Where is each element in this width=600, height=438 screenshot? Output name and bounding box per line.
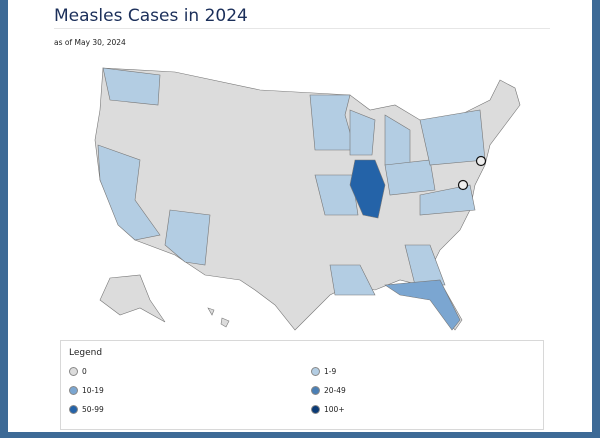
legend-label: 10-19 — [82, 386, 104, 395]
legend-label: 20-49 — [324, 386, 346, 395]
state — [314, 174, 359, 216]
legend-item: 100+ — [311, 405, 345, 414]
legend-label: 100+ — [324, 405, 345, 414]
state — [384, 159, 436, 196]
state — [349, 159, 386, 219]
state — [164, 209, 211, 266]
state — [419, 109, 486, 166]
legend-label: 1-9 — [324, 367, 337, 376]
legend-item: 10-19 — [69, 386, 104, 395]
state — [404, 244, 446, 286]
legend-swatch — [69, 367, 78, 376]
state — [349, 109, 376, 156]
hawaii — [207, 307, 230, 328]
legend-swatch — [311, 405, 320, 414]
legend-label: 0 — [82, 367, 87, 376]
legend-swatch — [69, 386, 78, 395]
legend-swatch — [311, 367, 320, 376]
legend-swatch — [311, 386, 320, 395]
state — [102, 67, 161, 106]
state — [329, 264, 376, 296]
legend-item: 0 — [69, 367, 87, 376]
panel: Measles Cases in 2024 as of May 30, 2024… — [8, 0, 592, 432]
state — [97, 144, 161, 241]
legend: Legend 0 1-9 10-19 20-49 50-99 100+ — [60, 340, 544, 430]
legend-item: 1-9 — [311, 367, 336, 376]
legend-item: 20-49 — [311, 386, 346, 395]
state — [384, 279, 461, 331]
alaska — [99, 274, 166, 323]
state — [419, 184, 476, 216]
legend-title: Legend — [69, 348, 103, 358]
legend-item: 50-99 — [69, 405, 104, 414]
divider — [54, 28, 550, 29]
legend-label: 50-99 — [82, 405, 104, 414]
legend-swatch — [69, 405, 78, 414]
title: Measles Cases in 2024 — [54, 6, 248, 26]
subtitle: as of May 30, 2024 — [54, 38, 126, 47]
map — [94, 67, 521, 331]
city-marker — [457, 179, 469, 191]
city-marker — [475, 155, 487, 167]
